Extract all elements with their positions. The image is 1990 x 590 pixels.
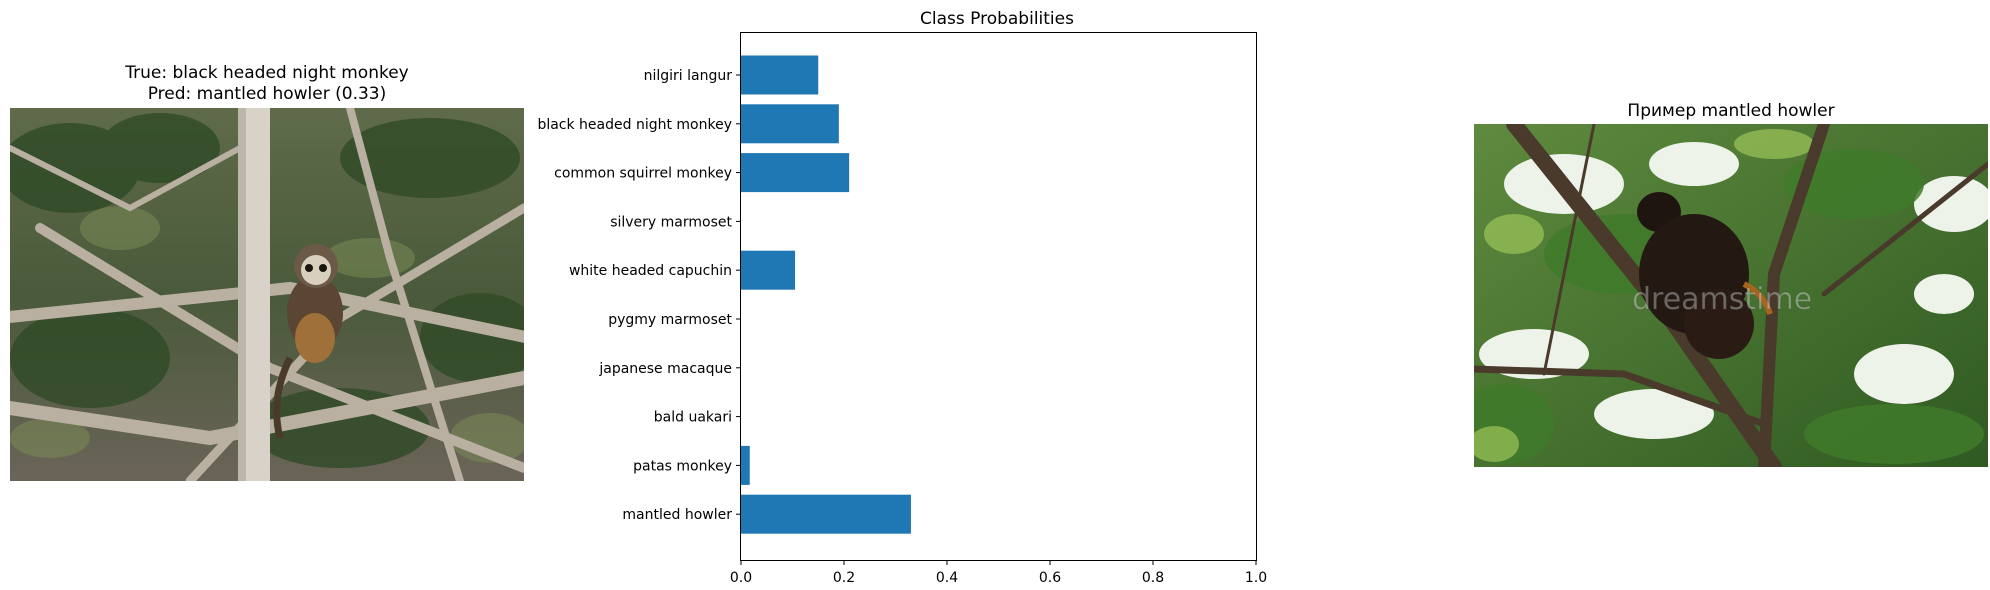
howler-monkey xyxy=(1637,192,1773,359)
y-tick-label: mantled howler xyxy=(622,507,732,523)
bar-black-headed-night-monkey xyxy=(741,104,839,144)
left-title-line1: True: black headed night monkey xyxy=(125,63,409,83)
chart-title: Class Probabilities xyxy=(920,9,1074,29)
y-tick-label: nilgiri langur xyxy=(644,68,733,84)
true-class-photo xyxy=(10,108,524,481)
plot-frame xyxy=(740,32,1257,561)
watermark: dreamstime xyxy=(1632,282,1812,317)
example-class-photo: dreamstime xyxy=(1474,124,1988,467)
bar-white-headed-capuchin xyxy=(741,250,796,290)
x-tick-label: 0.4 xyxy=(936,570,958,586)
y-tick-label: japanese macaque xyxy=(598,361,732,377)
y-tick-label: bald uakari xyxy=(654,410,732,426)
x-axis: 0.0 0.2 0.4 0.6 0.8 1.0 xyxy=(730,560,1267,586)
x-tick-label: 0.0 xyxy=(730,570,752,586)
bars-group xyxy=(741,55,911,534)
forest-scene xyxy=(10,108,524,481)
y-tick-label: white headed capuchin xyxy=(569,263,732,279)
x-tick-label: 0.2 xyxy=(833,570,855,586)
y-tick-label: black headed night monkey xyxy=(537,117,732,133)
right-title: Пример mantled howler xyxy=(1627,101,1835,121)
bar-common-squirrel-monkey xyxy=(741,153,850,193)
night-monkey xyxy=(273,244,343,439)
y-tick-label: common squirrel monkey xyxy=(554,166,732,182)
x-tick-label: 0.6 xyxy=(1039,570,1061,586)
y-tick-label: pygmy marmoset xyxy=(608,312,732,328)
bar-mantled-howler xyxy=(741,494,911,534)
x-tick-label: 1.0 xyxy=(1245,570,1267,586)
y-tick-label: silvery marmoset xyxy=(610,214,732,230)
x-tick-label: 0.8 xyxy=(1142,570,1164,586)
bar-patas-monkey xyxy=(741,445,750,485)
y-tick-labels: nilgiri langur black headed night monkey c… xyxy=(537,68,741,523)
bar-nilgiri-langur xyxy=(741,55,819,95)
y-tick-label: patas monkey xyxy=(633,458,732,474)
left-title-line2: Pred: mantled howler (0.33) xyxy=(147,84,387,104)
canopy-scene: dreamstime xyxy=(1474,124,1988,467)
